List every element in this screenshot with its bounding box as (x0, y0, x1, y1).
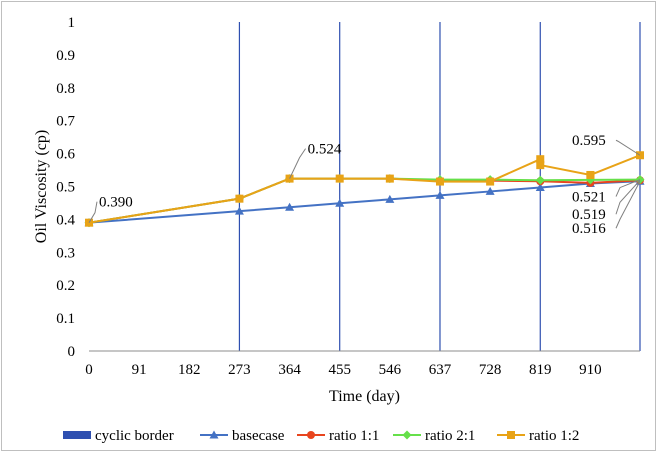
data-point (335, 174, 344, 183)
legend-label: basecase (232, 428, 285, 444)
x-tick-label: 364 (278, 362, 301, 378)
legend-marker (307, 431, 315, 439)
data-point (435, 177, 444, 186)
data-point (535, 175, 545, 185)
y-tick-labels: 0 0.1 0.2 0.3 0.4 0.5 0.6 0.7 0.8 0.9 1 (56, 15, 75, 360)
annotation-leader (88, 201, 98, 223)
y-tick-label: 0.5 (56, 180, 75, 196)
data-point (385, 194, 395, 203)
annotation-leader (289, 148, 306, 179)
x-tick-label: 728 (479, 362, 502, 378)
x-tick-label: 819 (529, 362, 552, 378)
x-tick-label: 910 (579, 362, 602, 378)
annotation-label: 0.390 (99, 195, 133, 211)
legend-label: cyclic border (95, 428, 174, 444)
legend-item-ratio-2-1: ratio 2:1 (393, 428, 475, 444)
series-line (88, 180, 641, 224)
legend-item-basecase: basecase (200, 428, 285, 444)
data-point (485, 186, 495, 195)
x-axis-title: Time (day) (329, 388, 400, 405)
annotation-label: 0.595 (572, 133, 606, 149)
x-tick-label: 273 (228, 362, 251, 378)
legend: cyclic border basecase ratio 1:1 ratio 2:1 r… (63, 428, 579, 444)
annotation-label: 0.519 (572, 207, 606, 223)
annotation-label: 0.521 (572, 190, 606, 206)
data-point (234, 206, 244, 215)
y-tick-label: 0.4 (56, 212, 75, 228)
y-tick-label: 0.3 (56, 245, 75, 261)
series-ratio-1-2 (85, 151, 644, 227)
data-point (536, 155, 545, 164)
x-tick-label: 546 (379, 362, 402, 378)
series-lines (84, 151, 645, 228)
data-point (285, 202, 295, 211)
series-basecase (84, 176, 645, 227)
y-tick-label: 0.1 (56, 311, 75, 327)
annotation-label: 0.524 (308, 142, 342, 158)
data-point (486, 177, 495, 186)
legend-label: ratio 1:1 (329, 428, 379, 444)
data-point (536, 161, 545, 170)
y-tick-label: 0 (68, 344, 76, 360)
legend-item-ratio-1-2: ratio 1:2 (497, 428, 579, 444)
y-tick-label: 1 (68, 15, 76, 31)
data-point (435, 190, 445, 199)
data-point (385, 174, 394, 183)
data-point (335, 198, 345, 207)
y-tick-label: 0.7 (56, 114, 75, 130)
y-tick-label: 0.6 (56, 147, 75, 163)
legend-label: ratio 2:1 (425, 428, 475, 444)
legend-item-cyclic-border: cyclic border (63, 428, 174, 444)
legend-label: ratio 1:2 (529, 428, 579, 444)
cyclic-border-lines (238, 22, 641, 351)
x-tick-label: 182 (178, 362, 201, 378)
data-point (235, 194, 244, 203)
annotation-leader (615, 179, 641, 197)
x-tick-labels: 0 91 182 273 364 455 546 637 728 819 910 (85, 362, 601, 378)
data-point (586, 170, 595, 179)
legend-item-ratio-1-1: ratio 1:1 (297, 428, 379, 444)
x-tick-label: 91 (132, 362, 147, 378)
x-tick-label: 455 (328, 362, 351, 378)
legend-marker (209, 430, 219, 439)
y-tick-label: 0.9 (56, 48, 75, 64)
annotation-leader (615, 139, 641, 156)
x-tick-label: 0 (85, 362, 93, 378)
y-tick-label: 0.2 (56, 278, 75, 294)
legend-marker (402, 430, 412, 440)
legend-marker (507, 431, 515, 439)
annotation-leader (615, 181, 641, 229)
series-line (88, 154, 641, 224)
legend-swatch (63, 431, 91, 439)
annotation-leader (615, 179, 641, 215)
x-tick-label: 637 (429, 362, 452, 378)
annotation-label: 0.516 (572, 221, 606, 237)
data-point (535, 182, 545, 191)
y-axis-title: Oil Viscosity (cp) (33, 130, 50, 243)
y-tick-label: 0.8 (56, 81, 75, 97)
